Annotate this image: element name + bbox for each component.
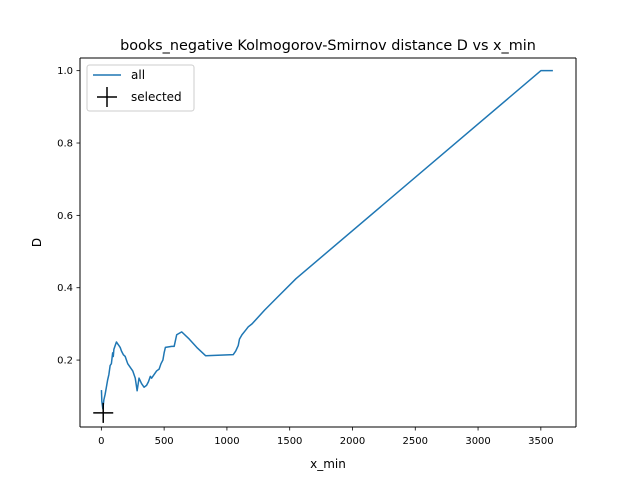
- x-axis-label: x_min: [310, 457, 346, 471]
- legend: all selected: [86, 64, 195, 112]
- y-tick-label: 0.4: [57, 283, 73, 294]
- y-axis-label: D: [30, 238, 44, 247]
- x-tick-label: 2000: [340, 436, 365, 447]
- y-tick-label: 0.2: [57, 356, 73, 367]
- x-tick-label: 3500: [528, 436, 553, 447]
- chart-title: books_negative Kolmogorov-Smirnov distan…: [120, 38, 536, 54]
- x-tick-label: 2500: [403, 436, 428, 447]
- x-tick-label: 500: [155, 436, 174, 447]
- axes-frame: [79, 57, 577, 428]
- legend-box: [86, 64, 195, 112]
- plot-area: [79, 57, 577, 428]
- series-layer: [93, 69, 553, 423]
- x-tick-label: 0: [98, 436, 104, 447]
- y-axis-ticks: 0.2 0.4 0.6 0.8 1.0: [57, 66, 80, 367]
- series-line-all: [100, 69, 553, 410]
- x-axis-ticks: 0 500 1000 1500 2000 2500 3000 3500: [98, 427, 554, 447]
- y-tick-label: 0.6: [57, 211, 73, 222]
- legend-label-all: all: [131, 68, 145, 82]
- selected-point-marker: [93, 402, 114, 423]
- legend-label-selected: selected: [131, 90, 182, 104]
- legend-swatch-selected: [97, 87, 117, 107]
- axes-background: [80, 58, 576, 427]
- y-tick-label: 1.0: [57, 66, 73, 77]
- x-tick-label: 1000: [214, 436, 239, 447]
- y-tick-label: 0.8: [57, 139, 73, 150]
- x-tick-label: 1500: [277, 436, 302, 447]
- x-tick-label: 3000: [465, 436, 490, 447]
